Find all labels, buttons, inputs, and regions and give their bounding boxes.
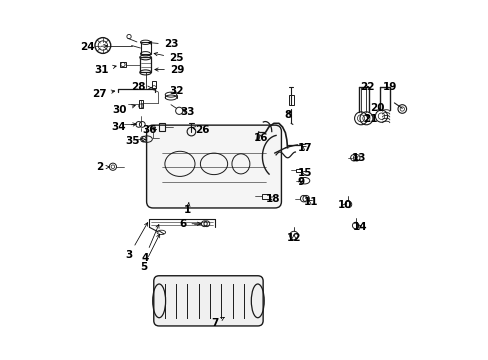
FancyBboxPatch shape [146,125,281,208]
Text: 15: 15 [297,168,311,178]
Text: 29: 29 [155,64,184,75]
Text: 21: 21 [363,114,377,124]
Text: 33: 33 [180,107,195,117]
Text: 34: 34 [111,122,136,132]
Text: 11: 11 [303,197,317,207]
Text: 2: 2 [96,162,109,172]
FancyBboxPatch shape [153,276,263,326]
Text: 8: 8 [284,111,291,121]
Text: 4: 4 [141,225,159,263]
Text: 1: 1 [184,203,191,216]
Bar [139,100,143,108]
Bar [296,168,302,172]
Bar [261,194,269,199]
Text: 23: 23 [148,40,178,49]
Text: 6: 6 [179,219,200,229]
Text: 18: 18 [265,194,280,204]
Text: 12: 12 [286,233,301,243]
Text: 36: 36 [142,125,156,135]
Text: 35: 35 [125,136,145,146]
Bar [140,42,150,54]
Text: 26: 26 [192,125,209,135]
Text: 31: 31 [94,64,116,75]
Text: 20: 20 [369,103,384,113]
Text: 17: 17 [297,143,311,153]
Text: 10: 10 [337,200,351,210]
Text: 13: 13 [351,153,366,163]
Text: 14: 14 [352,222,366,231]
Text: 24: 24 [81,42,107,52]
Text: 16: 16 [253,133,267,143]
Bar [152,81,156,88]
Bar [120,62,126,67]
Text: 19: 19 [382,82,396,92]
Text: 32: 32 [169,86,183,96]
Text: 30: 30 [112,105,135,115]
Text: 5: 5 [140,234,160,272]
Text: 27: 27 [92,89,115,99]
Text: 25: 25 [154,53,183,63]
Text: 22: 22 [359,82,374,92]
Text: 3: 3 [125,222,147,260]
Text: 9: 9 [297,177,304,187]
Bar [288,95,293,105]
Bar [140,57,151,72]
Bar [159,123,164,131]
Text: 7: 7 [211,318,224,328]
Text: 28: 28 [131,82,151,93]
